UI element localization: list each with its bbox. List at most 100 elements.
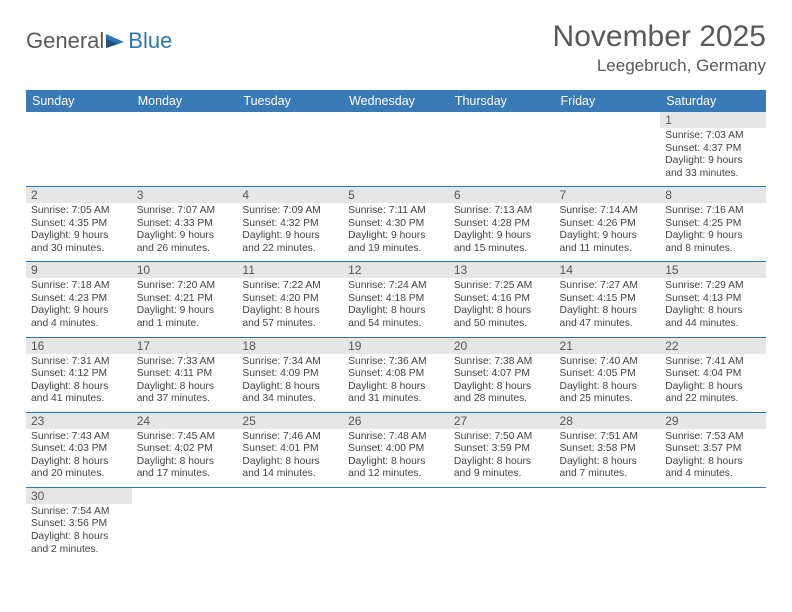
detail-line: Sunset: 4:26 PM [560,218,656,231]
detail-line: Sunrise: 7:29 AM [665,280,761,293]
day-number: 24 [132,413,238,429]
detail-line: Sunset: 3:57 PM [665,443,761,456]
day-details: Sunrise: 7:13 AMSunset: 4:28 PMDaylight:… [454,205,550,255]
calendar-cell: 15Sunrise: 7:29 AMSunset: 4:13 PMDayligh… [660,262,766,337]
day-details: Sunrise: 7:16 AMSunset: 4:25 PMDaylight:… [665,205,761,255]
col-saturday: Saturday [660,90,766,112]
detail-line: Sunrise: 7:54 AM [31,506,127,519]
calendar-cell: 3 Sunrise: 7:07 AMSunset: 4:33 PMDaylight… [132,187,238,262]
detail-line: Sunrise: 7:18 AM [31,280,127,293]
calendar-cell: 14 Sunrise: 7:27 AMSunset: 4:15 PMDayligh… [555,262,661,337]
detail-line: Sunrise: 7:50 AM [454,431,550,444]
calendar-cell: 29Sunrise: 7:53 AMSunset: 3:57 PMDayligh… [660,412,766,487]
detail-line: Sunrise: 7:51 AM [560,431,656,444]
detail-line: Sunrise: 7:43 AM [31,431,127,444]
calendar-cell: 1 Sunrise: 7:03 AMSunset: 4:37 PMDaylight… [660,112,766,187]
detail-line: Sunset: 4:25 PM [665,218,761,231]
day-details: Sunrise: 7:29 AMSunset: 4:13 PMDaylight:… [665,280,761,330]
calendar-cell: 4 Sunrise: 7:09 AMSunset: 4:32 PMDaylight… [237,187,343,262]
day-number: 19 [343,338,449,354]
detail-line: Sunset: 4:30 PM [348,218,444,231]
detail-line: Sunrise: 7:40 AM [560,356,656,369]
detail-line: Daylight: 9 hours and 26 minutes. [137,230,233,255]
calendar-cell: 21Sunrise: 7:40 AMSunset: 4:05 PMDayligh… [555,337,661,412]
col-sunday: Sunday [26,90,132,112]
detail-line: Sunset: 4:02 PM [137,443,233,456]
day-number: 18 [237,338,343,354]
detail-line: Sunrise: 7:25 AM [454,280,550,293]
detail-line: Daylight: 8 hours and 20 minutes. [31,456,127,481]
calendar-cell: 23Sunrise: 7:43 AMSunset: 4:03 PMDayligh… [26,412,132,487]
day-details: Sunrise: 7:51 AMSunset: 3:58 PMDaylight:… [560,431,656,481]
calendar-cell [660,487,766,562]
day-details: Sunrise: 7:45 AMSunset: 4:02 PMDaylight:… [137,431,233,481]
detail-line: Sunset: 4:21 PM [137,293,233,306]
detail-line: Sunset: 4:35 PM [31,218,127,231]
day-details: Sunrise: 7:48 AMSunset: 4:00 PMDaylight:… [348,431,444,481]
calendar-cell: 2 Sunrise: 7:05 AMSunset: 4:35 PMDaylight… [26,187,132,262]
calendar-cell [343,487,449,562]
calendar-cell [132,487,238,562]
detail-line: Daylight: 8 hours and 34 minutes. [242,381,338,406]
detail-line: Sunset: 4:33 PM [137,218,233,231]
day-number: 6 [449,187,555,203]
detail-line: Daylight: 8 hours and 54 minutes. [348,305,444,330]
calendar-cell: 8Sunrise: 7:16 AMSunset: 4:25 PMDaylight… [660,187,766,262]
day-number: 1 [660,112,766,128]
day-details: Sunrise: 7:03 AMSunset: 4:37 PMDaylight:… [665,130,761,180]
detail-line: Daylight: 9 hours and 8 minutes. [665,230,761,255]
detail-line: Sunset: 4:04 PM [665,368,761,381]
day-details: Sunrise: 7:11 AMSunset: 4:30 PMDaylight:… [348,205,444,255]
detail-line: Sunset: 4:23 PM [31,293,127,306]
day-number: 7 [555,187,661,203]
detail-line: Sunrise: 7:03 AM [665,130,761,143]
detail-line: Sunrise: 7:38 AM [454,356,550,369]
detail-line: Daylight: 8 hours and 41 minutes. [31,381,127,406]
day-details: Sunrise: 7:22 AMSunset: 4:20 PMDaylight:… [242,280,338,330]
detail-line: Sunset: 4:12 PM [31,368,127,381]
detail-line: Sunrise: 7:16 AM [665,205,761,218]
detail-line: Sunset: 3:56 PM [31,518,127,531]
detail-line: Sunrise: 7:46 AM [242,431,338,444]
detail-line: Sunset: 4:32 PM [242,218,338,231]
day-details: Sunrise: 7:46 AMSunset: 4:01 PMDaylight:… [242,431,338,481]
day-details: Sunrise: 7:33 AMSunset: 4:11 PMDaylight:… [137,356,233,406]
day-details: Sunrise: 7:18 AMSunset: 4:23 PMDaylight:… [31,280,127,330]
calendar-cell [26,112,132,187]
day-number: 5 [343,187,449,203]
detail-line: Daylight: 9 hours and 11 minutes. [560,230,656,255]
detail-line: Sunset: 4:20 PM [242,293,338,306]
day-details: Sunrise: 7:24 AMSunset: 4:18 PMDaylight:… [348,280,444,330]
detail-line: Sunrise: 7:24 AM [348,280,444,293]
calendar-cell: 12Sunrise: 7:24 AMSunset: 4:18 PMDayligh… [343,262,449,337]
day-number: 14 [555,262,661,278]
day-details: Sunrise: 7:50 AMSunset: 3:59 PMDaylight:… [454,431,550,481]
day-number: 11 [237,262,343,278]
day-details: Sunrise: 7:27 AMSunset: 4:15 PMDaylight:… [560,280,656,330]
day-number: 2 [26,187,132,203]
calendar-cell [449,112,555,187]
calendar-cell: 25 Sunrise: 7:46 AMSunset: 4:01 PMDayligh… [237,412,343,487]
header: General Blue November 2025 Leegebruch, G… [26,20,766,76]
calendar-cell: 18Sunrise: 7:34 AMSunset: 4:09 PMDayligh… [237,337,343,412]
location: Leegebruch, Germany [553,56,766,76]
day-details: Sunrise: 7:05 AMSunset: 4:35 PMDaylight:… [31,205,127,255]
day-number: 13 [449,262,555,278]
day-details: Sunrise: 7:09 AMSunset: 4:32 PMDaylight:… [242,205,338,255]
detail-line: Daylight: 8 hours and 12 minutes. [348,456,444,481]
day-details: Sunrise: 7:07 AMSunset: 4:33 PMDaylight:… [137,205,233,255]
day-number: 25 [237,413,343,429]
day-number: 3 [132,187,238,203]
detail-line: Sunrise: 7:22 AM [242,280,338,293]
day-number: 17 [132,338,238,354]
detail-line: Sunrise: 7:36 AM [348,356,444,369]
calendar-cell: 20Sunrise: 7:38 AMSunset: 4:07 PMDayligh… [449,337,555,412]
col-wednesday: Wednesday [343,90,449,112]
calendar-cell: 24 Sunrise: 7:45 AMSunset: 4:02 PMDayligh… [132,412,238,487]
detail-line: Daylight: 8 hours and 14 minutes. [242,456,338,481]
day-number: 4 [237,187,343,203]
day-number: 9 [26,262,132,278]
day-number: 21 [555,338,661,354]
detail-line: Daylight: 8 hours and 9 minutes. [454,456,550,481]
detail-line: Daylight: 9 hours and 30 minutes. [31,230,127,255]
